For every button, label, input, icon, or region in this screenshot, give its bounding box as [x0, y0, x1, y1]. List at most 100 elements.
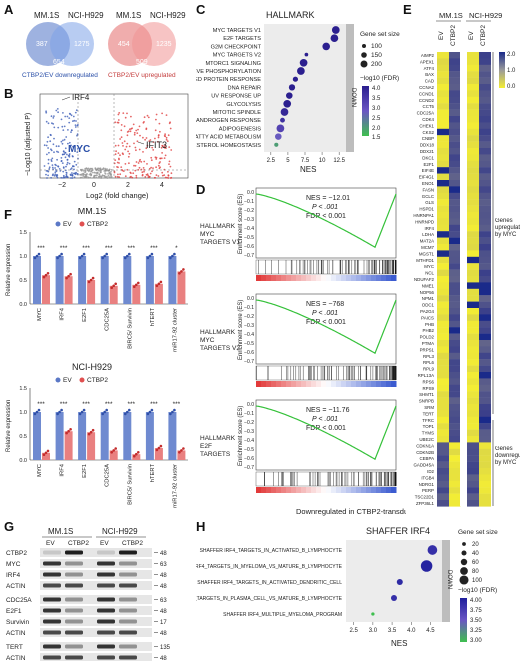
heatmap-cell: [467, 84, 479, 91]
volcano-point: [142, 121, 145, 124]
western-kda: 63: [160, 598, 167, 604]
volcano-point: [117, 152, 120, 154]
heatmap-cell: [449, 77, 461, 85]
heatmap-cell: [479, 429, 491, 437]
qpcr-significance: ***: [82, 401, 90, 408]
heatmap-legend-tick-1: 2.0: [507, 52, 516, 58]
volcano-point: [62, 150, 65, 153]
heatmap-cell: [449, 256, 461, 264]
western-band: [65, 572, 83, 577]
qpcr-replicate: [135, 283, 138, 287]
volcano-point: [61, 162, 64, 164]
heatmap-cell: [479, 160, 491, 168]
heatmap-cell: [437, 167, 449, 174]
venn-upregulated: MM.1S NCI-H929 454 1235 509 CTBP2/EV upr…: [108, 11, 186, 79]
gsea-rank-segment: [381, 487, 387, 493]
volcano-point: [96, 168, 99, 170]
heatmap-gene-label: ODC1: [422, 303, 435, 308]
volcano-point: [122, 145, 124, 147]
volcano-point: [127, 155, 130, 158]
shaffer-xtick-label: 3.0: [369, 628, 378, 634]
volcano-point: [46, 153, 48, 156]
volcano-point: [47, 147, 49, 149]
western-row: ACTIN 48: [6, 581, 167, 590]
volcano-point: [71, 174, 74, 177]
venn-up-count-mid: 509: [136, 59, 148, 66]
qpcr-replicate: [89, 430, 93, 434]
heatmap-cell: [479, 461, 491, 469]
qpcr-bar-ev: [100, 256, 109, 304]
volcano-point: [72, 115, 75, 118]
heatmap-cell: [437, 308, 449, 315]
volcano-point: [66, 159, 69, 161]
volcano-point: [48, 166, 51, 169]
volcano-point: [74, 124, 77, 126]
volcano-point: [124, 163, 127, 165]
heatmap-gene-label: MAT2A: [420, 239, 434, 244]
heatmap-gene-label: MTHFD1: [416, 258, 434, 263]
venn-down-count-mid: 654: [53, 59, 65, 66]
heatmap-cell: [449, 410, 461, 417]
volcano-point: [60, 140, 63, 143]
hallmark-size-title: Gene set size: [360, 31, 400, 38]
volcano-point: [119, 138, 121, 140]
qpcr-replicate: [128, 252, 131, 256]
volcano-point: [116, 121, 119, 124]
volcano-point: [116, 175, 119, 178]
heatmap-gene-label: RPL3: [423, 354, 435, 359]
heatmap-cell: [479, 416, 491, 424]
hallmark-term-label: GLYCOLYSIS: [226, 102, 261, 108]
volcano-point: [87, 176, 90, 179]
heatmap-cell: [467, 372, 479, 379]
western-row-label: IRF4: [6, 572, 20, 579]
volcano-point: [154, 176, 156, 179]
heatmap-cell: [449, 391, 461, 398]
western-band: [43, 561, 61, 566]
volcano-point: [144, 176, 147, 178]
western-membrane: [40, 581, 152, 590]
qpcr-replicate: [182, 268, 185, 271]
venn-up-caption: CTBP2/EV upregulated: [108, 72, 176, 79]
heatmap-cell: [449, 212, 461, 219]
volcano-point: [52, 143, 55, 146]
hallmark-term-label: CHOLESTEROL HOMEOSTASIS: [196, 143, 261, 149]
volcano-point: [98, 170, 100, 172]
heatmap-col-4: CTBP2: [480, 25, 487, 46]
hallmark-term-label: MYC TARGETS V2: [213, 53, 261, 59]
volcano-point: [148, 167, 151, 170]
heatmap-cell: [437, 423, 449, 430]
heatmap-cell: [449, 301, 461, 309]
heatmap-cell: [449, 96, 461, 104]
volcano-point: [66, 115, 69, 118]
heatmap-col-3: EV: [468, 31, 475, 40]
volcano-point: [53, 137, 55, 140]
heatmap-cell: [467, 320, 479, 328]
shaffer-dot: [371, 612, 375, 616]
gsea-ylabel: Enrichment score (ES): [238, 300, 244, 360]
qpcr-category: MYC: [37, 464, 43, 477]
shaffer-color-tick-4: 3.25: [470, 628, 482, 634]
qpcr-replicate: [42, 275, 46, 279]
heatmap-cell: [479, 180, 491, 187]
western-band: [65, 561, 83, 566]
volcano-point: [123, 125, 126, 128]
venn-down-count-b: 1275: [74, 41, 90, 48]
volcano-point: [70, 114, 73, 117]
qpcr-replicate: [155, 448, 159, 452]
gsea-rank-segment: [261, 487, 267, 493]
qpcr-replicate: [126, 254, 129, 258]
heatmap-cell: [467, 224, 479, 232]
gsea-rank-segment: [286, 275, 292, 281]
hallmark-term-label: E2F TARGETS: [223, 36, 261, 42]
hallmark-strip: [346, 24, 354, 152]
shaffer-size-label: 20: [472, 542, 479, 548]
heatmap-gene-label: RPS6: [423, 379, 435, 384]
hallmark-term-label: MYC TARGETS V1: [213, 28, 261, 34]
western-row-label: E2F1: [6, 608, 22, 615]
heatmap-cell: [449, 333, 461, 341]
gsea-rank-segment: [291, 381, 297, 387]
western-band: [119, 655, 137, 660]
heatmap-cell: [437, 192, 449, 200]
volcano-point: [73, 160, 76, 163]
